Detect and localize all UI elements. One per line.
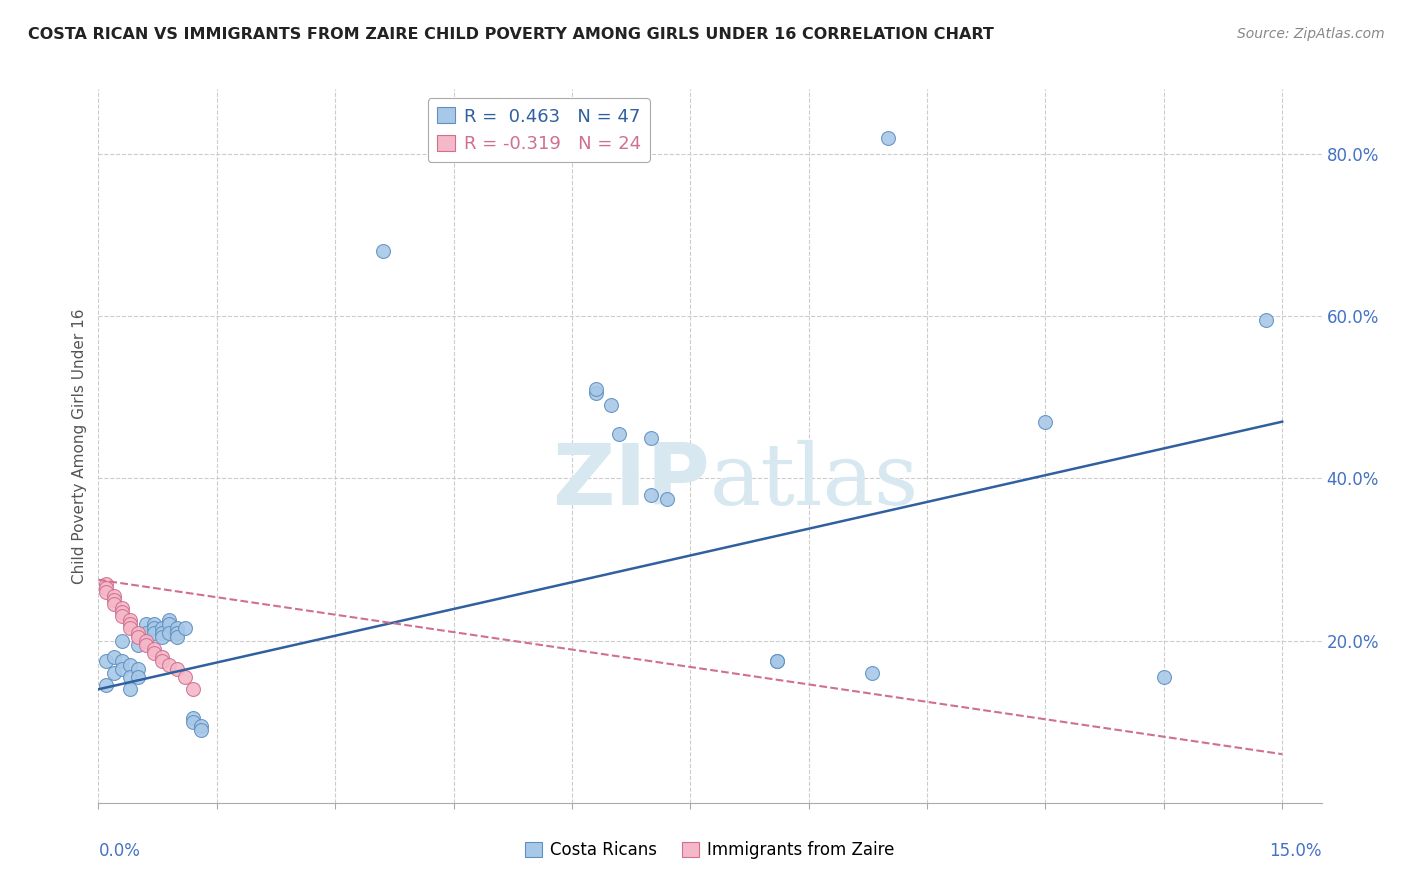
Point [142,625,165,640]
Point [159,613,181,627]
Point [103,589,125,603]
Point [159,625,181,640]
Point [127,638,149,652]
Point [111,609,134,624]
Point [181,682,204,697]
Point [190,719,212,733]
Point [96,585,118,599]
Point [118,622,141,636]
Point [103,597,125,611]
Point [103,593,125,607]
Point [1256,313,1278,327]
Text: 15.0%: 15.0% [1270,842,1322,860]
Point [135,633,157,648]
Point [111,601,134,615]
Point [142,622,165,636]
Point [766,654,789,668]
Point [640,488,662,502]
Point [166,662,188,676]
Point [127,662,149,676]
Point [1153,670,1175,684]
Point [118,670,141,684]
Point [190,723,212,737]
Point [142,646,165,660]
Point [96,654,118,668]
Point [118,657,141,672]
Point [111,605,134,619]
Point [174,622,197,636]
Point [150,625,173,640]
Point [127,625,149,640]
Point [166,630,188,644]
Text: atlas: atlas [710,440,920,524]
Text: ZIP: ZIP [553,440,710,524]
Point [103,649,125,664]
Point [174,670,197,684]
Point [585,382,607,396]
Point [135,617,157,632]
Point [118,613,141,627]
Text: COSTA RICAN VS IMMIGRANTS FROM ZAIRE CHILD POVERTY AMONG GIRLS UNDER 16 CORRELAT: COSTA RICAN VS IMMIGRANTS FROM ZAIRE CHI… [28,27,994,42]
Point [111,662,134,676]
Point [127,630,149,644]
Point [600,399,623,413]
Point [96,581,118,595]
Point [585,386,607,401]
Point [150,622,173,636]
Legend: Costa Ricans, Immigrants from Zaire: Costa Ricans, Immigrants from Zaire [519,835,901,866]
Point [159,657,181,672]
Point [166,622,188,636]
Point [118,682,141,697]
Point [1035,415,1057,429]
Point [860,666,883,681]
Point [150,630,173,644]
Y-axis label: Child Poverty Among Girls Under 16: Child Poverty Among Girls Under 16 [72,309,87,583]
Point [111,633,134,648]
Point [96,678,118,692]
Point [118,617,141,632]
Point [371,244,394,259]
Point [103,666,125,681]
Point [135,638,157,652]
Text: Source: ZipAtlas.com: Source: ZipAtlas.com [1237,27,1385,41]
Point [159,617,181,632]
Point [142,641,165,656]
Point [96,577,118,591]
Point [640,431,662,445]
Point [150,654,173,668]
Point [181,714,204,729]
Point [655,491,678,506]
Point [876,131,898,145]
Point [135,625,157,640]
Point [607,426,630,441]
Point [766,654,789,668]
Point [181,711,204,725]
Point [166,625,188,640]
Text: 0.0%: 0.0% [98,842,141,860]
Point [127,670,149,684]
Point [142,617,165,632]
Point [111,654,134,668]
Point [150,649,173,664]
